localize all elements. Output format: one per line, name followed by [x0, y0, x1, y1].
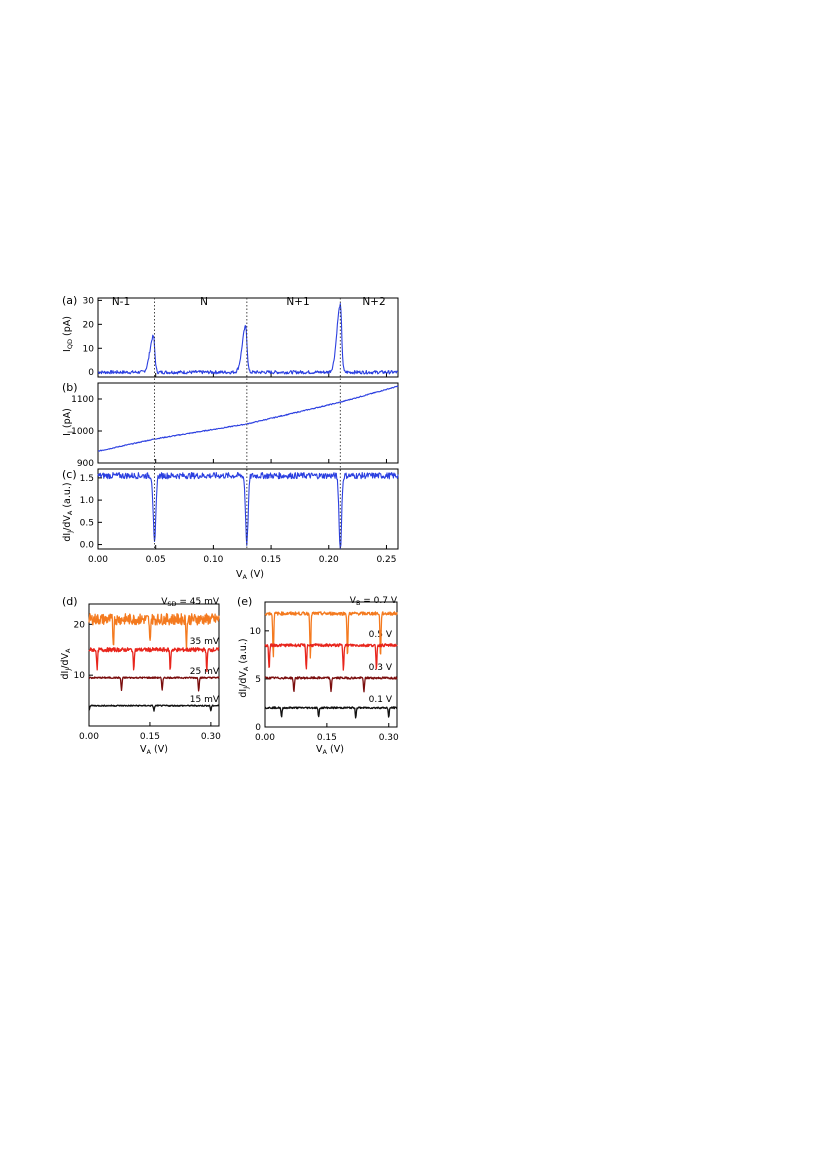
y-axis-label-e: dIJ/dVA (a.u.): [238, 638, 250, 697]
panel-d-xtick-label: 0.30: [201, 732, 221, 742]
panel-c-ytick-label: 1.5: [80, 474, 94, 484]
panel-label-b: (b): [62, 381, 78, 394]
panel-c-xtick-label: 0.15: [261, 555, 281, 565]
region-label-n-1: N-1: [112, 296, 130, 308]
plot-frame-e: [264, 601, 398, 728]
series-line-d-0: [88, 613, 220, 651]
panel-c-ytick-label: 0.0: [80, 541, 95, 551]
panel-e-xtick-label: 0.00: [255, 733, 275, 743]
series-line-d-3: [88, 704, 220, 712]
curve-label-d-25mv: 25 mV: [190, 667, 220, 677]
series-line-d-2: [88, 676, 220, 692]
y-axis-label-a: IQD (pA): [62, 316, 74, 352]
plot-frame-b: [97, 382, 399, 464]
panel-e-ytick-label: 5: [255, 675, 261, 685]
curve-label-d-45mv: VSD = 45 mV: [161, 597, 220, 608]
plot-frame-a: [97, 297, 399, 378]
y-axis-label-b: IJ (pA): [62, 408, 74, 436]
curve-label-e-01v: 0.1 V: [369, 695, 393, 705]
panel-d-xtick-label: 0.00: [79, 732, 99, 742]
panel-c-xtick-label: 0.25: [376, 555, 396, 565]
curve-label-d-15mv: 15 mV: [190, 695, 220, 705]
x-axis-label-c: VA (V): [236, 569, 264, 581]
series-line-b: [98, 385, 399, 452]
curve-label-e-07v: VB = 0.7 V: [350, 596, 398, 607]
curve-label-d-35mv: 35 mV: [190, 637, 220, 647]
panel-e-ytick-label: 0: [255, 723, 261, 733]
region-label-n+2: N+2: [362, 296, 385, 308]
panel-b-ytick-label: 1000: [71, 427, 94, 437]
series-line-c: [97, 472, 399, 549]
panel-a-ytick-label: 30: [83, 296, 95, 306]
panel-d-ytick-label: 10: [74, 671, 86, 681]
series-line-e-0: [264, 611, 398, 659]
series-line-a: [97, 303, 399, 375]
panel-a-ytick-label: 20: [83, 320, 95, 330]
curve-label-e-03v: 0.3 V: [369, 663, 393, 673]
series-line-e-2: [264, 676, 398, 693]
panel-label-c: (c): [62, 468, 77, 481]
panel-label-a: (a): [62, 294, 77, 307]
panel-b-ytick-label: 1100: [71, 395, 94, 405]
x-axis-label-e: VA (V): [316, 744, 344, 756]
y-axis-label-c: dIJ/dVA (a.u.): [62, 482, 74, 541]
panel-c-ytick-label: 1.0: [80, 496, 95, 506]
plot-frame-c: [97, 468, 399, 550]
panel-e-ytick-label: 10: [250, 627, 262, 637]
panel-c-xtick-label: 0.20: [319, 555, 339, 565]
series-line-e-1: [264, 643, 398, 671]
y-axis-label-d: dIJ/dVA: [60, 648, 72, 680]
panel-label-d: (d): [62, 595, 78, 608]
panel-c-xtick-label: 0.05: [146, 555, 166, 565]
x-axis-label-d: VA (V): [140, 744, 168, 756]
panel-label-e: (e): [237, 595, 252, 608]
panel-a-ytick-label: 10: [83, 344, 95, 354]
plot-layer: 0 10 20 30 900 1000 1100 0.0 0.5 1.0 1.5 0.00 0.05 0.…: [71, 296, 399, 743]
panel-d-ytick-label: 20: [74, 620, 86, 630]
panel-c-ytick-label: 0.5: [80, 518, 94, 528]
region-label-n: N: [200, 296, 208, 308]
panel-e-xtick-label: 0.30: [379, 733, 399, 743]
panel-e-xtick-label: 0.15: [317, 733, 337, 743]
plot-frame-d: [88, 603, 220, 727]
panel-a-ytick-label: 0: [88, 368, 94, 378]
panel-c-xtick-label: 0.00: [88, 555, 108, 565]
series-line-e-3: [264, 706, 398, 719]
region-label-n+1: N+1: [286, 296, 309, 308]
series-line-d-1: [88, 647, 220, 673]
panel-c-xtick-label: 0.10: [203, 555, 223, 565]
panel-d-xtick-label: 0.15: [140, 732, 160, 742]
panel-b-ytick-label: 900: [77, 459, 94, 469]
